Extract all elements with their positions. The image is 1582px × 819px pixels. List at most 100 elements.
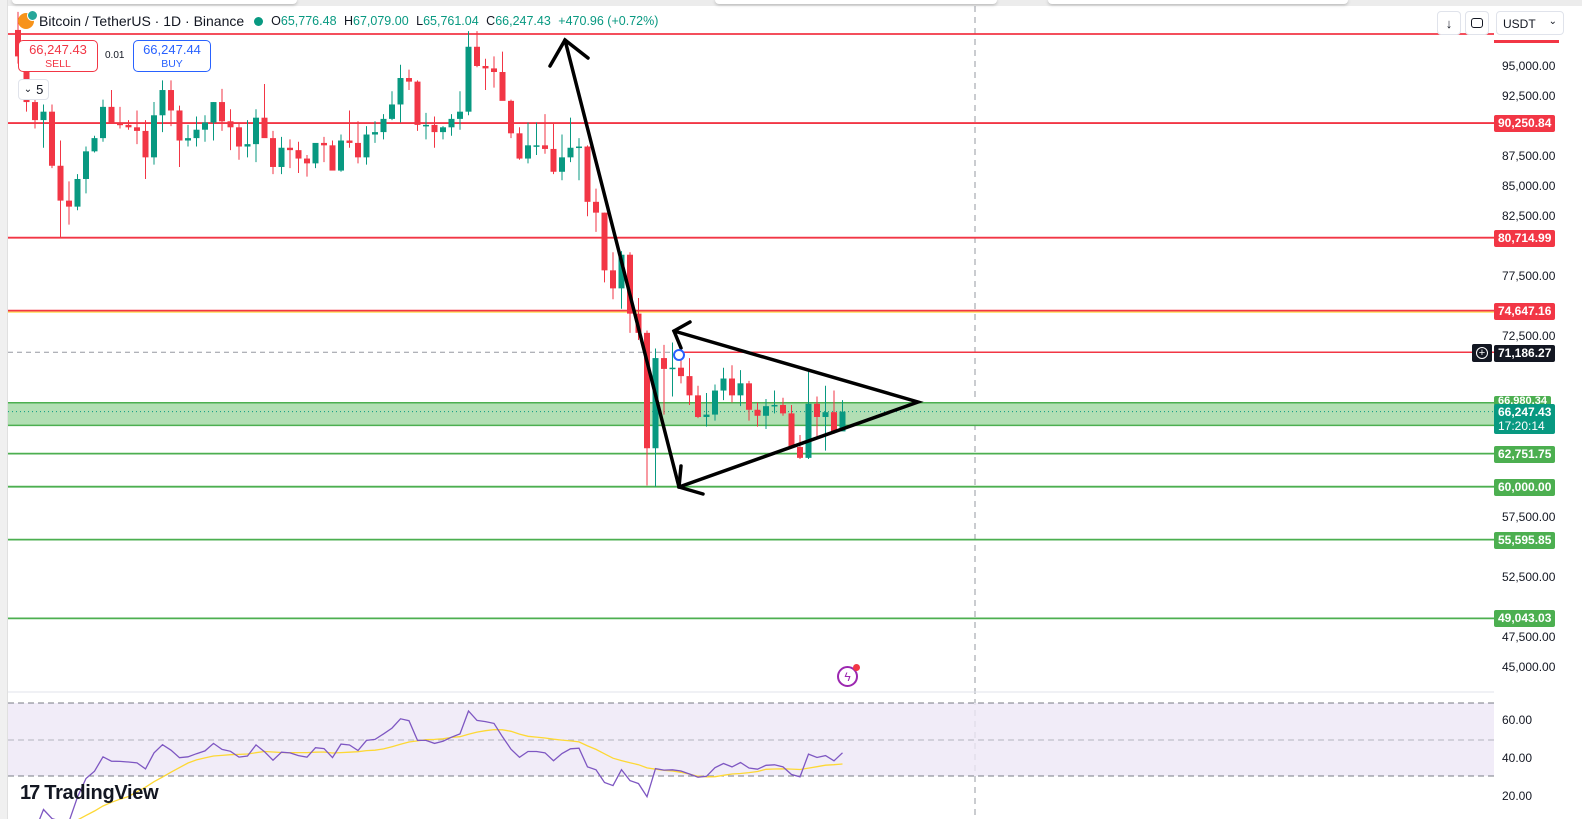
candle-body [457, 111, 463, 119]
low-label: L [416, 14, 424, 28]
lightning-alert-icon[interactable]: ϟ [837, 664, 860, 687]
top-toolbar-edge [0, 0, 1582, 6]
tradingview-logo[interactable]: 17 TradingView [20, 782, 159, 805]
candle-body [261, 117, 268, 139]
price-axis-tick: 77,500.00 [1502, 269, 1556, 284]
candle-body [32, 102, 38, 121]
price-axis-tick: 57,500.00 [1502, 509, 1556, 524]
level-price-tag: 74,647.16 [1494, 302, 1556, 320]
candle-body [695, 395, 701, 417]
candle-body [661, 358, 667, 369]
candle-body [516, 133, 523, 159]
candle-body [542, 145, 548, 149]
buy-label: BUY [161, 58, 183, 70]
candle-body [57, 165, 64, 201]
candle-body [185, 138, 191, 141]
change-value: +470.96 (+0.72%) [558, 14, 659, 28]
candle-body [720, 378, 727, 391]
currency-select[interactable]: USDT ⌄ [1496, 11, 1564, 35]
candle-body [797, 447, 803, 458]
candle-body [440, 127, 446, 133]
arrowhead-icon [671, 320, 692, 350]
candle-body [406, 78, 412, 82]
toolbar-popup [1048, 0, 1348, 4]
candle-body [703, 414, 710, 417]
candle-body [771, 404, 778, 407]
scroll-to-latest-button[interactable]: ↓ [1437, 11, 1461, 35]
candle-body [499, 72, 506, 101]
candle-body [372, 132, 378, 135]
add-alert-button[interactable]: + [1472, 344, 1492, 362]
candle-body [66, 200, 72, 207]
currency-underline [1494, 40, 1559, 43]
candle-body [74, 178, 81, 207]
candle-body [465, 46, 472, 112]
spread-value: 0.01 [105, 50, 125, 61]
candle-body [839, 411, 846, 432]
candle-body [346, 140, 353, 143]
chevron-down-icon: ⌄ [1548, 16, 1557, 27]
candle-body [219, 102, 225, 122]
candle-body [338, 140, 344, 171]
candle-body [729, 378, 735, 396]
high-label: H [344, 14, 354, 28]
crosshair-price-tag: 71,186.27 [1494, 345, 1556, 362]
tradingview-logo-icon: 17 [20, 782, 40, 804]
candle-body [380, 118, 387, 133]
candle-body [627, 254, 633, 314]
level-price-tag: 49,043.03 [1494, 610, 1556, 628]
low-value: 65,761.04 [423, 14, 479, 28]
buy-button[interactable]: 66,247.44 BUY [133, 40, 211, 72]
tradingview-logo-text: TradingView [44, 782, 159, 804]
candle-body [117, 123, 123, 126]
arrow-down-icon: ↓ [1445, 15, 1453, 31]
high-value: 67,079.00 [353, 14, 409, 28]
candle-body [831, 412, 837, 432]
sell-button[interactable]: 66,247.43 SELL [18, 40, 98, 72]
candle-body [278, 147, 285, 167]
candle-body [814, 403, 820, 417]
close-value: 66,247.43 [495, 14, 551, 28]
toolbar-popup [715, 0, 997, 4]
candle-body [312, 142, 319, 164]
candle-body [151, 115, 157, 158]
candle-body [482, 66, 489, 69]
zone-top-tag: 66,980.34 [1494, 396, 1551, 406]
indicators-collapse-button[interactable]: ⌄ 5 [18, 79, 49, 100]
candle-body [508, 100, 514, 134]
rsi-axis-tick: 60.00 [1502, 713, 1533, 727]
price-axis-tick: 82,500.00 [1502, 209, 1556, 224]
plus-icon: + [1476, 347, 1488, 359]
candle-body [125, 124, 132, 128]
candle-body [423, 124, 429, 127]
rsi-axis-tick: 40.00 [1502, 751, 1533, 765]
rsi-line [39, 709, 843, 819]
fullscreen-button[interactable] [1465, 11, 1489, 35]
candle-body [287, 147, 293, 151]
candle-body [788, 413, 795, 448]
candle-body [584, 146, 591, 202]
candle-body [763, 406, 769, 416]
close-label: C [486, 14, 496, 28]
arrowhead-icon [677, 464, 705, 496]
candle-body [474, 46, 480, 66]
candle-body [355, 142, 361, 158]
open-label: O [271, 14, 281, 28]
candle-body [321, 142, 327, 146]
symbol-legend[interactable]: Bitcoin / TetherUS · 1D · Binance O65,77… [18, 10, 662, 29]
candle-body [91, 138, 98, 152]
candle-body [202, 122, 208, 130]
candle-body [134, 127, 140, 131]
candle-body [448, 118, 455, 128]
level-price-tag: 55,595.85 [1494, 531, 1556, 549]
market-open-status-icon [254, 16, 264, 26]
candle-body [40, 111, 47, 121]
symbol-title[interactable]: Bitcoin / TetherUS · 1D · Binance [39, 13, 245, 29]
candle-body [168, 90, 174, 111]
candle-body [193, 129, 200, 139]
bar-countdown: 17:20:14 [1498, 419, 1545, 433]
price-axis-tick: 87,500.00 [1502, 149, 1556, 164]
candle-body [533, 145, 540, 147]
candle-body [559, 157, 565, 172]
